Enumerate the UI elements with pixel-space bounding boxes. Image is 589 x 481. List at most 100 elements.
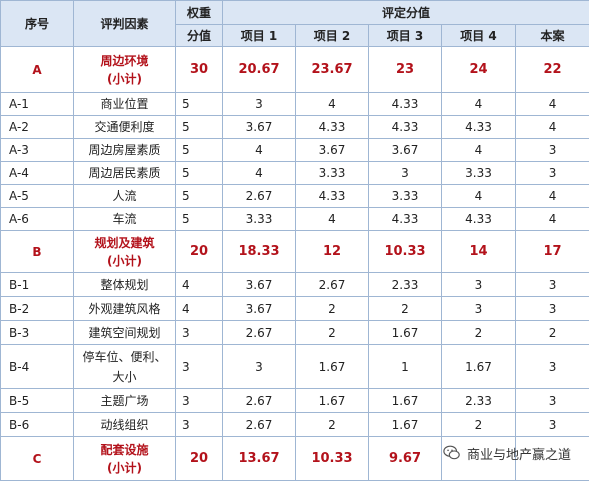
score-cell: 18.33 [223,231,296,273]
table-row: B-6 动线组织 3 2.67 2 1.67 2 3 [1,413,589,437]
factor-name: 配套设施 [74,441,175,459]
row-factor: 周边房屋素质 [74,139,176,162]
wechat-icon [443,444,461,462]
row-factor: 周边环境(小计) [74,47,176,93]
score-cell: 3.67 [369,139,442,162]
score-cell: 2 [442,413,516,437]
row-factor: 动线组织 [74,413,176,437]
score-cell: 3 [223,345,296,389]
score-cell: 4 [442,93,516,116]
row-factor: 停车位、便利、大小 [74,345,176,389]
score-cell: 1.67 [296,345,369,389]
row-weight: 5 [176,93,223,116]
score-cell: 13.67 [223,437,296,481]
row-id: B-4 [1,345,74,389]
score-cell: 3.67 [223,116,296,139]
table-row: B-1 整体规划 4 3.67 2.67 2.33 3 3 [1,273,589,297]
row-factor: 周边居民素质 [74,162,176,185]
header-this-case: 本案 [516,25,589,47]
score-cell: 3.67 [296,139,369,162]
score-cell: 2.67 [223,185,296,208]
score-cell: 2.67 [223,389,296,413]
table-row: B-2 外观建筑风格 4 3.67 2 2 3 3 [1,297,589,321]
score-cell: 24 [442,47,516,93]
score-cell: 3 [442,273,516,297]
score-cell: 4.33 [296,116,369,139]
score-cell: 9.67 [369,437,442,481]
score-cell: 3 [223,93,296,116]
row-weight: 3 [176,413,223,437]
score-cell: 2.67 [296,273,369,297]
row-weight: 20 [176,231,223,273]
score-cell: 4.33 [296,185,369,208]
factor-name: 周边环境 [74,52,175,70]
table-row: A-2 交通便利度 5 3.67 4.33 4.33 4.33 4 [1,116,589,139]
row-weight: 3 [176,321,223,345]
row-id: B-2 [1,297,74,321]
row-weight: 5 [176,208,223,231]
score-cell: 2 [296,297,369,321]
row-id: B-1 [1,273,74,297]
score-cell: 3 [516,389,589,413]
score-cell: 3 [516,162,589,185]
header-index: 序号 [1,1,74,47]
score-cell: 14 [442,231,516,273]
score-cell: 4 [442,139,516,162]
row-id: B-3 [1,321,74,345]
header-project-2: 项目 2 [296,25,369,47]
table-row: A-4 周边居民素质 5 4 3.33 3 3.33 3 [1,162,589,185]
row-factor: 主题广场 [74,389,176,413]
score-cell: 1.67 [369,321,442,345]
score-cell: 1.67 [369,389,442,413]
score-cell: 3 [442,297,516,321]
score-cell: 4 [516,116,589,139]
row-id: B-5 [1,389,74,413]
score-cell: 2.67 [223,321,296,345]
row-id: A-2 [1,116,74,139]
row-factor: 配套设施(小计) [74,437,176,481]
row-id: A-6 [1,208,74,231]
score-cell: 2 [442,321,516,345]
row-id: C [1,437,74,481]
score-cell: 4 [442,185,516,208]
score-cell: 3 [369,162,442,185]
score-cell: 1.67 [442,345,516,389]
row-id: B-6 [1,413,74,437]
header-weight-value: 分值 [176,25,223,47]
score-cell: 4.33 [442,208,516,231]
table-row: A-1 商业位置 5 3 4 4.33 4 4 [1,93,589,116]
header-score-group: 评定分值 [223,1,589,25]
row-weight: 5 [176,116,223,139]
score-cell: 10.33 [369,231,442,273]
score-cell: 4.33 [442,116,516,139]
row-weight: 5 [176,139,223,162]
header-project-4: 项目 4 [442,25,516,47]
score-cell: 3 [516,297,589,321]
score-cell: 4 [223,162,296,185]
header-project-1: 项目 1 [223,25,296,47]
score-cell: 4.33 [369,93,442,116]
row-weight: 4 [176,297,223,321]
row-weight: 3 [176,345,223,389]
score-cell: 3 [516,273,589,297]
table-row: A-5 人流 5 2.67 4.33 3.33 4 4 [1,185,589,208]
score-cell: 23 [369,47,442,93]
score-cell: 1.67 [369,413,442,437]
score-cell: 2 [296,413,369,437]
row-weight: 5 [176,185,223,208]
score-cell: 3.33 [223,208,296,231]
row-id: A [1,47,74,93]
subtotal-note: (小计) [74,70,175,88]
row-factor: 规划及建筑(小计) [74,231,176,273]
row-id: A-1 [1,93,74,116]
factor-name: 停车位、便利、 [74,350,175,364]
score-cell: 4 [296,208,369,231]
score-cell: 4 [516,208,589,231]
score-cell: 2 [369,297,442,321]
table-row: B-3 建筑空间规划 3 2.67 2 1.67 2 2 [1,321,589,345]
score-cell: 2.33 [369,273,442,297]
row-id: B [1,231,74,273]
watermark: 商业与地产赢之道 [443,443,571,463]
score-cell: 2.67 [223,413,296,437]
